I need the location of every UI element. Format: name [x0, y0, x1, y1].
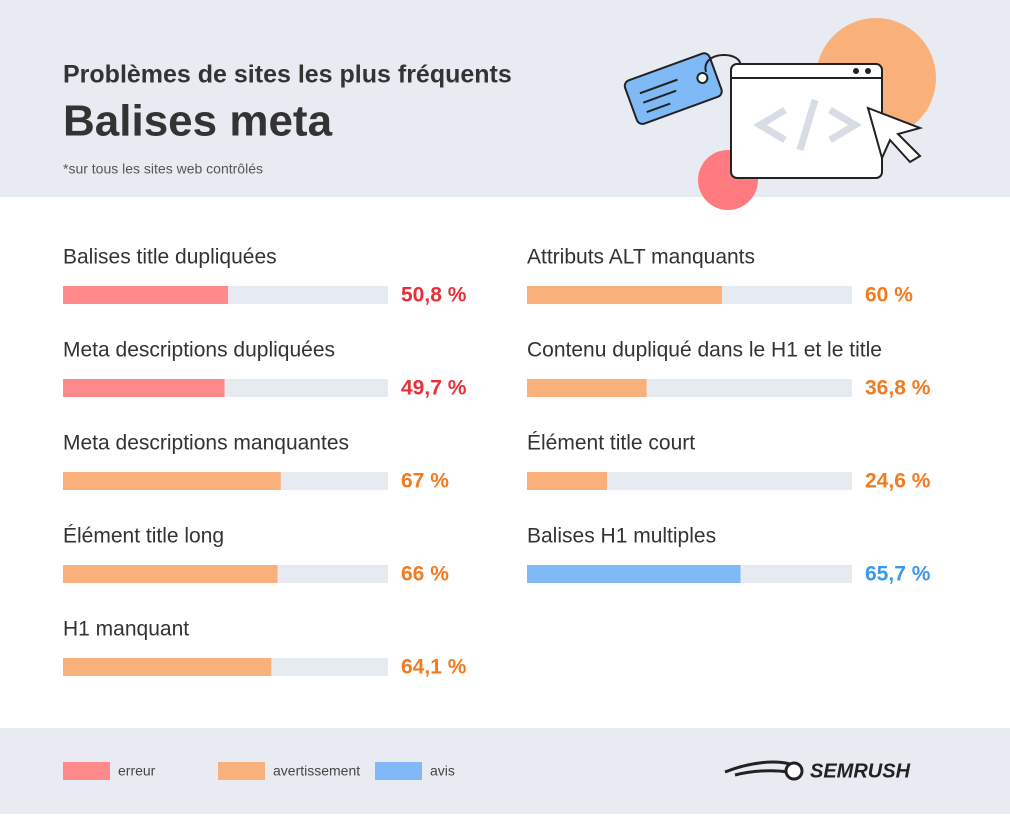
bar-label: Balises H1 multiples [527, 525, 716, 548]
value-label: 66 % [401, 563, 449, 586]
bar [527, 565, 741, 583]
value-label: 50,8 % [401, 284, 467, 307]
value-label: 67 % [401, 470, 449, 493]
bar [63, 658, 272, 676]
bar-label: Élément title long [63, 525, 224, 548]
bar-track [527, 472, 852, 490]
bar [63, 565, 278, 583]
legend-label: avis [430, 763, 455, 779]
bar-label: Élément title court [527, 432, 695, 455]
illustration [623, 18, 936, 210]
bar [63, 286, 229, 304]
value-label: 64,1 % [401, 656, 467, 679]
brand: SEMRUSH [810, 760, 911, 782]
bar-label: Meta descriptions dupliquées [63, 339, 335, 362]
value-label: 60 % [865, 284, 913, 307]
bar [527, 286, 722, 304]
value-label: 36,8 % [865, 377, 931, 400]
bar-label: Attributs ALT manquants [527, 246, 755, 269]
footer-bg [0, 728, 1010, 814]
title: Balises meta [63, 97, 333, 146]
legend-swatch [63, 762, 110, 780]
bar-label: Contenu dupliqué dans le H1 et le title [527, 339, 882, 362]
value-label: 65,7 % [865, 563, 931, 586]
note: *sur tous les sites web contrôlés [63, 161, 263, 177]
legend-label: avertissement [273, 763, 360, 779]
bar-label: H1 manquant [63, 618, 189, 641]
legend-swatch [218, 762, 265, 780]
value-label: 49,7 % [401, 377, 467, 400]
bar [63, 379, 225, 397]
bar [527, 379, 647, 397]
bar-label: Balises title dupliquées [63, 246, 277, 269]
legend-label: erreur [118, 763, 156, 779]
bar [63, 472, 281, 490]
legend-swatch [375, 762, 422, 780]
kicker: Problèmes de sites les plus fréquents [63, 61, 512, 89]
brand-logo: SEMRUSH [724, 760, 911, 782]
bar [527, 472, 607, 490]
bar-label: Meta descriptions manquantes [63, 432, 349, 455]
value-label: 24,6 % [865, 470, 931, 493]
